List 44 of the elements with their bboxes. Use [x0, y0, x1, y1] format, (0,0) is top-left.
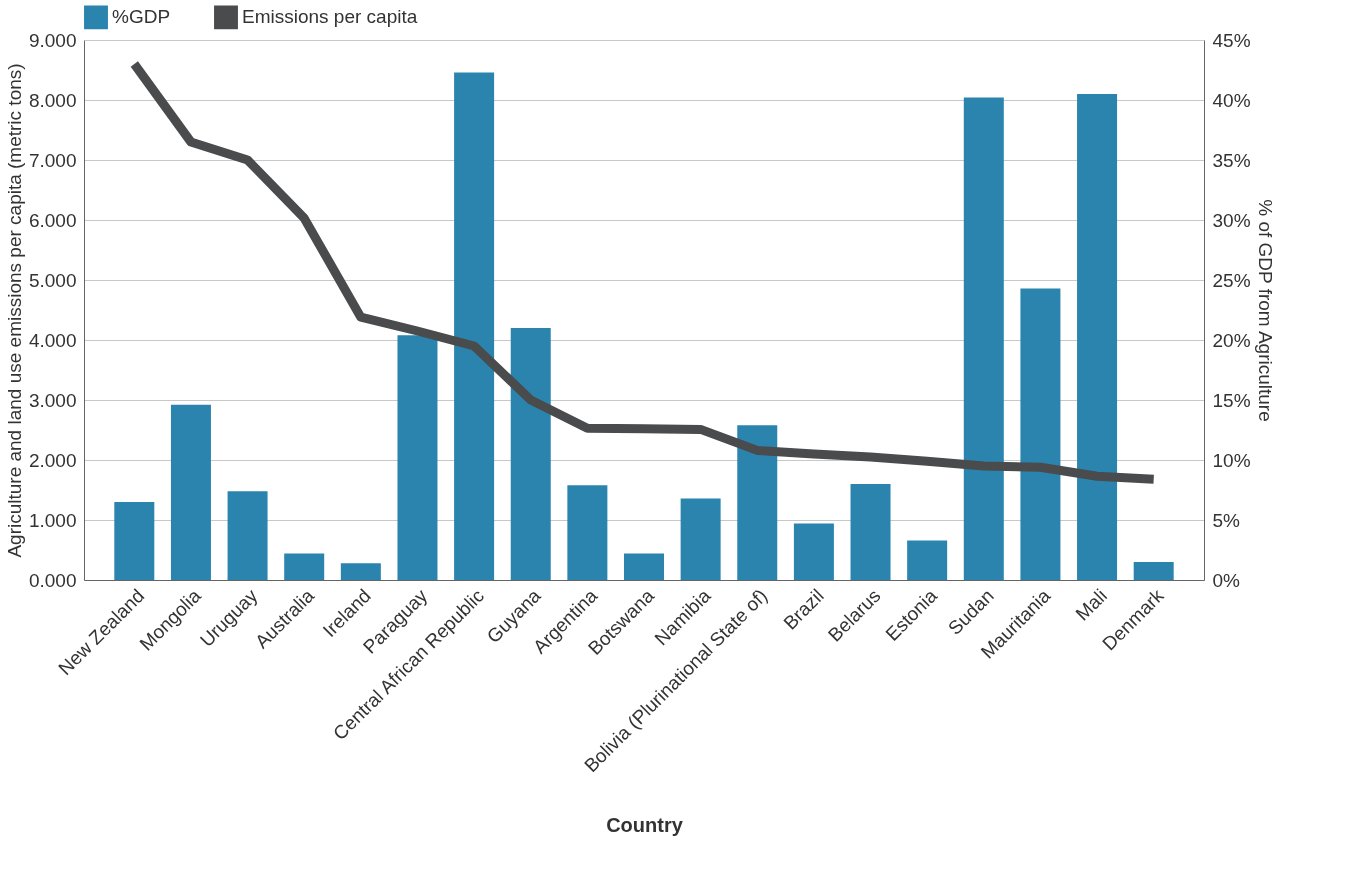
y-tick-label: 5.000 [28, 269, 77, 291]
y2-tick-label: 30% [1212, 209, 1251, 231]
bar [170, 404, 211, 580]
bar [850, 484, 891, 580]
bar [397, 335, 438, 580]
y2-tick-label: 45% [1212, 29, 1251, 51]
x-axis-title: Country [606, 814, 684, 837]
y2-tick-label: 40% [1212, 89, 1251, 111]
bar [227, 491, 268, 580]
y2-tick-label: 10% [1212, 449, 1251, 471]
bar [1020, 288, 1061, 580]
y2-tick-label: 0% [1212, 569, 1241, 591]
y2-axis-title: % of GDP from Agriculture [1254, 199, 1276, 422]
bar [1133, 562, 1174, 580]
legend-label: Emissions per capita [242, 6, 418, 28]
bar [624, 553, 664, 580]
bar [454, 72, 495, 580]
bar [340, 563, 381, 580]
y-tick-label: 7.000 [28, 149, 77, 171]
y2-tick-label: 15% [1212, 389, 1251, 411]
bar [510, 328, 551, 580]
bar [1077, 94, 1118, 580]
bar [114, 502, 155, 580]
bar [567, 485, 608, 580]
bar [284, 553, 325, 580]
bar [793, 523, 834, 580]
y-tick-label: 2.000 [28, 449, 77, 471]
bar [737, 425, 778, 580]
y-tick-label: 4.000 [28, 329, 77, 351]
y-tick-label: 3.000 [28, 389, 77, 411]
y-tick-label: 1.000 [28, 509, 77, 531]
y2-tick-label: 25% [1212, 269, 1251, 291]
bar [907, 540, 948, 580]
y-tick-label: 8.000 [28, 89, 77, 111]
legend-label: %GDP [112, 6, 171, 28]
y-tick-label: 6.000 [28, 209, 77, 231]
bar [680, 498, 721, 580]
y-tick-label: 0.000 [28, 569, 77, 591]
bar [963, 97, 1004, 580]
y-axis-title: Agriculture and land use emissions per capita (metric tons) [3, 63, 25, 558]
y2-tick-label: 5% [1212, 509, 1241, 531]
y2-tick-label: 20% [1212, 329, 1251, 351]
y-tick-label: 9.000 [28, 29, 77, 51]
y2-tick-label: 35% [1212, 149, 1251, 171]
